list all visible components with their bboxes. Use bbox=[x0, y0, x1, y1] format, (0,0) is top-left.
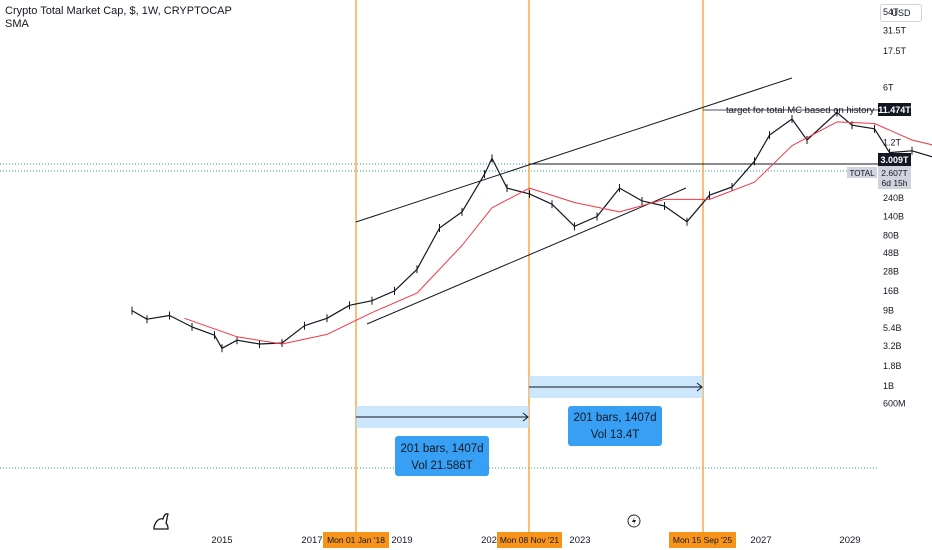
y-tick-label: 1.2T bbox=[883, 138, 902, 148]
y-tick-label: 600M bbox=[883, 399, 906, 409]
price-series bbox=[131, 108, 932, 353]
ath-price-flag: 3.009T bbox=[878, 153, 911, 166]
x-tick-label: 2027 bbox=[750, 535, 771, 546]
y-axis[interactable]: 600M 1B 1.8B 3.2B 5.4B 9B 16B 28B 48B 80B 140B 240B… bbox=[883, 0, 907, 408]
svg-text:Mon 08 Nov '21: Mon 08 Nov '21 bbox=[500, 535, 560, 545]
svg-text:3.009T: 3.009T bbox=[880, 155, 909, 165]
last-price-flag: 2.607T 6d 15h bbox=[878, 166, 911, 189]
y-tick-label: 5.4B bbox=[883, 323, 902, 333]
currency-button[interactable]: USD bbox=[880, 4, 922, 22]
y-tick-label: 1.8B bbox=[883, 361, 902, 371]
date-flag-2: Mon 08 Nov '21 bbox=[497, 532, 562, 548]
range-info-box-2: 201 bars, 1407d Vol 13.4T bbox=[568, 406, 662, 446]
range-1-bars: 201 bars, 1407d bbox=[400, 443, 483, 455]
svg-text:Mon 15 Sep '25: Mon 15 Sep '25 bbox=[673, 535, 733, 545]
range-info-box-1: 201 bars, 1407d Vol 21.586T bbox=[395, 436, 489, 476]
y-tick-label: 140B bbox=[883, 212, 904, 222]
x-tick-label: 2015 bbox=[211, 535, 232, 546]
y-tick-label: 16B bbox=[883, 286, 899, 296]
target-price-flag: 11.474T bbox=[878, 103, 911, 116]
svg-text:6d 15h: 6d 15h bbox=[882, 178, 908, 188]
y-tick-label: 17.5T bbox=[883, 46, 907, 56]
range-2-volume: Vol 13.4T bbox=[591, 429, 640, 441]
symbol-title: Crypto Total Market Cap, $, 1W, CRYPTOCA… bbox=[5, 5, 232, 17]
y-tick-label: 80B bbox=[883, 231, 899, 241]
x-tick-label: 2029 bbox=[839, 535, 860, 546]
svg-text:Mon 01 Jan '18: Mon 01 Jan '18 bbox=[327, 535, 385, 545]
y-tick-label: 9B bbox=[883, 306, 894, 316]
range-1-volume: Vol 21.586T bbox=[411, 460, 472, 472]
y-tick-label: 48B bbox=[883, 248, 899, 258]
symbol-flag: TOTAL bbox=[847, 167, 877, 178]
date-flag-3: Mon 15 Sep '25 bbox=[669, 532, 736, 548]
tradingview-logo-icon[interactable] bbox=[153, 513, 169, 530]
svg-text:11.474T: 11.474T bbox=[878, 105, 911, 115]
x-tick-label: 2017 bbox=[301, 535, 322, 546]
y-tick-label: 31.5T bbox=[883, 26, 907, 36]
y-tick-label: 1B bbox=[883, 381, 894, 391]
y-tick-label: 6T bbox=[883, 83, 894, 93]
svg-text:2.607T: 2.607T bbox=[881, 168, 907, 178]
y-tick-label: 240B bbox=[883, 193, 904, 203]
y-tick-label: 54T bbox=[883, 7, 899, 17]
y-tick-label: 28B bbox=[883, 267, 899, 277]
indicator-label: SMA bbox=[5, 18, 29, 30]
channel-lower-line[interactable] bbox=[366, 187, 687, 325]
sma-line bbox=[184, 121, 932, 345]
total-price-line bbox=[131, 111, 932, 349]
date-range-arrowhead-2 bbox=[696, 382, 703, 392]
date-range-arrowhead-1 bbox=[522, 412, 529, 422]
x-tick-label: 2019 bbox=[391, 535, 412, 546]
channel-upper-line[interactable] bbox=[355, 77, 793, 223]
x-tick-label: 202 bbox=[481, 535, 497, 546]
date-flag-1: Mon 01 Jan '18 bbox=[323, 532, 389, 548]
range-2-bars: 201 bars, 1407d bbox=[573, 412, 656, 424]
x-tick-label: 2023 bbox=[569, 535, 590, 546]
chart-legend: Crypto Total Market Cap, $, 1W, CRYPTOCA… bbox=[5, 5, 232, 31]
y-tick-label: 3.2B bbox=[883, 341, 902, 351]
lightning-icon[interactable] bbox=[627, 514, 641, 528]
svg-text:TOTAL: TOTAL bbox=[849, 169, 875, 178]
target-note: target for total MC based on history bbox=[726, 105, 875, 116]
